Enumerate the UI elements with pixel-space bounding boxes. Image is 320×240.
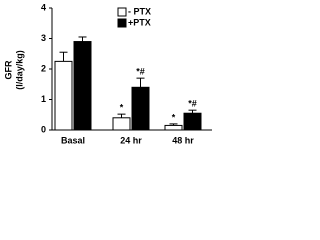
bar <box>54 60 73 131</box>
y-tick-label: 1 <box>41 94 46 104</box>
y-tick-label: 2 <box>41 63 46 73</box>
x-tick-label: Basal <box>61 135 85 145</box>
y-tick-label: 0 <box>41 124 46 134</box>
legend-swatch <box>117 7 127 17</box>
significance-marker: * <box>120 103 124 113</box>
significance-marker: *# <box>136 67 145 77</box>
x-tick-label: 48 hr <box>172 135 194 145</box>
bar <box>112 117 131 131</box>
y-label-line: (l/day/kg) <box>14 50 24 90</box>
chart: GFR (l/day/kg) 0 1 2 3 4 Basal 24 hr * *# 48 hr * *… <box>3 2 212 145</box>
y-label-line: GFR <box>3 60 13 79</box>
bar <box>183 112 202 131</box>
legend-swatch <box>117 18 127 28</box>
legend-label: +PTX <box>128 17 151 27</box>
legend-label: - PTX <box>128 6 151 16</box>
significance-marker: *# <box>188 99 197 109</box>
bar <box>131 86 150 131</box>
significance-marker: * <box>172 112 176 122</box>
y-tick-label: 3 <box>41 33 46 43</box>
x-tick-label: 24 hr <box>120 135 142 145</box>
y-label: GFR (l/day/kg) <box>3 50 24 90</box>
bar <box>164 124 183 131</box>
bar <box>73 41 92 131</box>
y-tick-label: 4 <box>41 2 46 12</box>
